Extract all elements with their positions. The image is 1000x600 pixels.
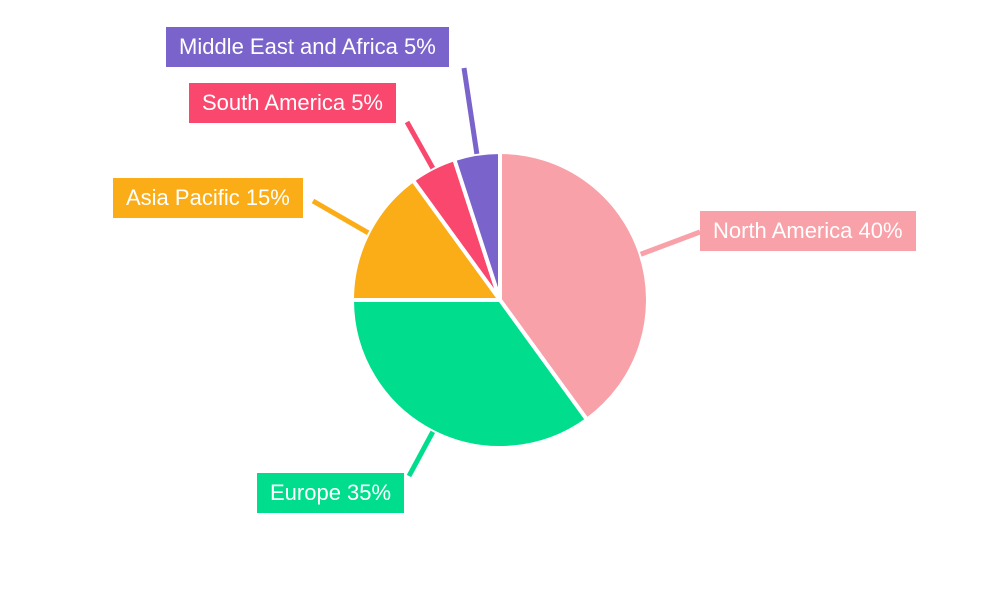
pie-slice-north-america bbox=[498, 150, 650, 422]
callout-label-north-america: North America 40% bbox=[700, 211, 916, 251]
leader-line-north-america bbox=[639, 229, 701, 257]
leader-line-asia-pacific bbox=[311, 198, 370, 235]
callout-label-europe: Europe 35% bbox=[257, 473, 405, 513]
pie-slice-asia-pacific bbox=[350, 178, 502, 302]
callout-label-middle-east-and-africa: Middle East and Africa 5% bbox=[166, 27, 449, 67]
pie-slice-europe bbox=[350, 298, 589, 450]
pie-wedges bbox=[350, 150, 650, 450]
callout-label-south-america: South America 5% bbox=[189, 83, 396, 123]
leader-line-europe bbox=[406, 430, 436, 478]
leader-line-middle-east-and-africa bbox=[461, 67, 480, 155]
pie-slice-middle-east-and-africa bbox=[452, 150, 502, 302]
leader-line-south-america bbox=[404, 120, 435, 170]
leader-lines bbox=[311, 67, 701, 478]
callout-label-asia-pacific: Asia Pacific 15% bbox=[113, 178, 303, 218]
